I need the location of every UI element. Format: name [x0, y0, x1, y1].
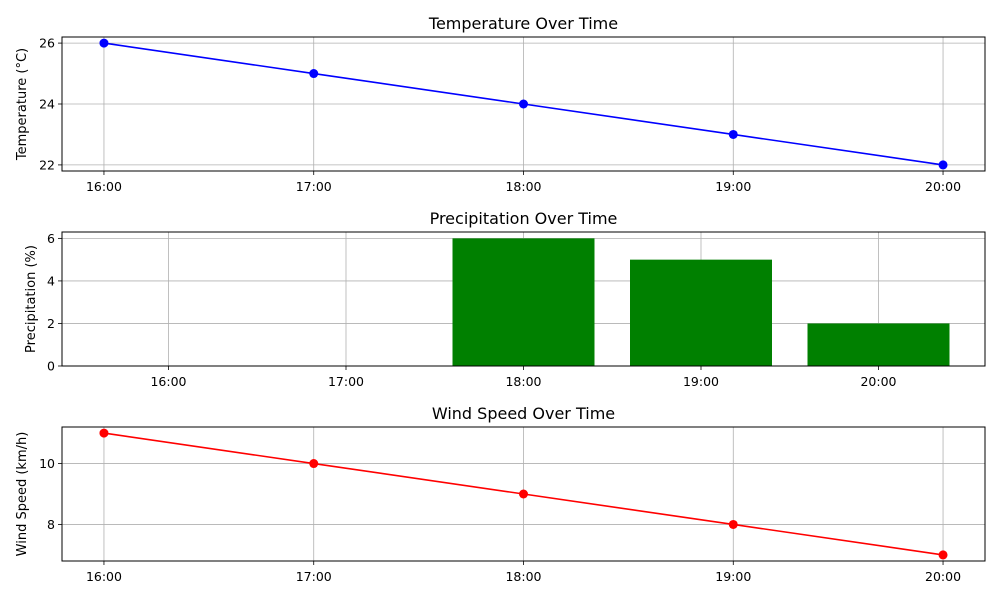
temperature-x-tick-label: 19:00 [715, 179, 751, 194]
temperature-panel: 22 24 26 16:00 17:00 18:00 19:00 20:00 Temperatu… [15, 14, 986, 194]
temperature-point [309, 69, 319, 79]
precipitation-bar [452, 238, 595, 366]
precipitation-x-tick-label: 19:00 [683, 374, 719, 389]
wind-speed-x-tick-label: 17:00 [296, 569, 332, 584]
wind-speed-x-tick-label: 20:00 [925, 569, 961, 584]
wind-speed-point [99, 428, 109, 438]
temperature-x-tick-label: 17:00 [296, 179, 332, 194]
temperature-point [519, 99, 528, 109]
temperature-x-tick-label: 18:00 [505, 179, 541, 194]
temperature-y-tick-label: 26 [39, 36, 55, 51]
wind-speed-point [309, 459, 319, 469]
temperature-point [938, 160, 948, 170]
precipitation-bar [630, 259, 772, 366]
wind-speed-point [519, 489, 528, 499]
temperature-y-tick-label: 22 [39, 157, 55, 172]
wind-speed-x-tick-label: 18:00 [505, 569, 541, 584]
precipitation-y-axis-label: Precipitation (%) [24, 245, 39, 353]
temperature-x-tick-label: 20:00 [925, 179, 961, 194]
precipitation-y-tick-label: 2 [47, 316, 55, 331]
precipitation-x-tick-label: 18:00 [505, 374, 541, 389]
precipitation-x-tick-label: 16:00 [150, 374, 186, 389]
precipitation-title: Precipitation Over Time [430, 209, 618, 228]
precipitation-y-tick-label: 0 [47, 359, 55, 374]
wind-speed-x-tick-label: 19:00 [715, 569, 751, 584]
temperature-y-axis-label: Temperature (°C) [15, 48, 30, 161]
wind-speed-point [938, 550, 948, 560]
wind-speed-title: Wind Speed Over Time [432, 404, 615, 423]
temperature-point [99, 38, 109, 48]
precipitation-x-tick-label: 20:00 [860, 374, 896, 389]
precipitation-y-tick-label: 4 [47, 273, 55, 288]
temperature-x-tick-label: 16:00 [86, 179, 122, 194]
temperature-title: Temperature Over Time [428, 14, 618, 33]
precipitation-bar [807, 323, 950, 366]
wind-speed-x-tick-label: 16:00 [86, 569, 122, 584]
wind-speed-y-tick-label: 10 [39, 456, 55, 471]
wind-speed-panel: 8 10 16:00 17:00 18:00 19:00 20:00 Wind Speed O… [15, 404, 986, 584]
temperature-y-tick-label: 24 [39, 97, 55, 112]
wind-speed-y-axis-label: Wind Speed (km/h) [15, 432, 30, 557]
precipitation-y-tick-label: 6 [47, 231, 55, 246]
wind-speed-y-tick-label: 8 [47, 517, 55, 532]
temperature-axes-frame [61, 36, 986, 172]
precipitation-axes-frame [61, 231, 986, 367]
wind-speed-axes-frame [61, 426, 986, 562]
precipitation-panel: 0 2 4 6 16:00 17:00 18:00 19:00 20:00 Precipitati… [24, 209, 986, 389]
temperature-point [728, 129, 738, 139]
precipitation-x-tick-label: 17:00 [328, 374, 364, 389]
wind-speed-point [728, 519, 738, 529]
